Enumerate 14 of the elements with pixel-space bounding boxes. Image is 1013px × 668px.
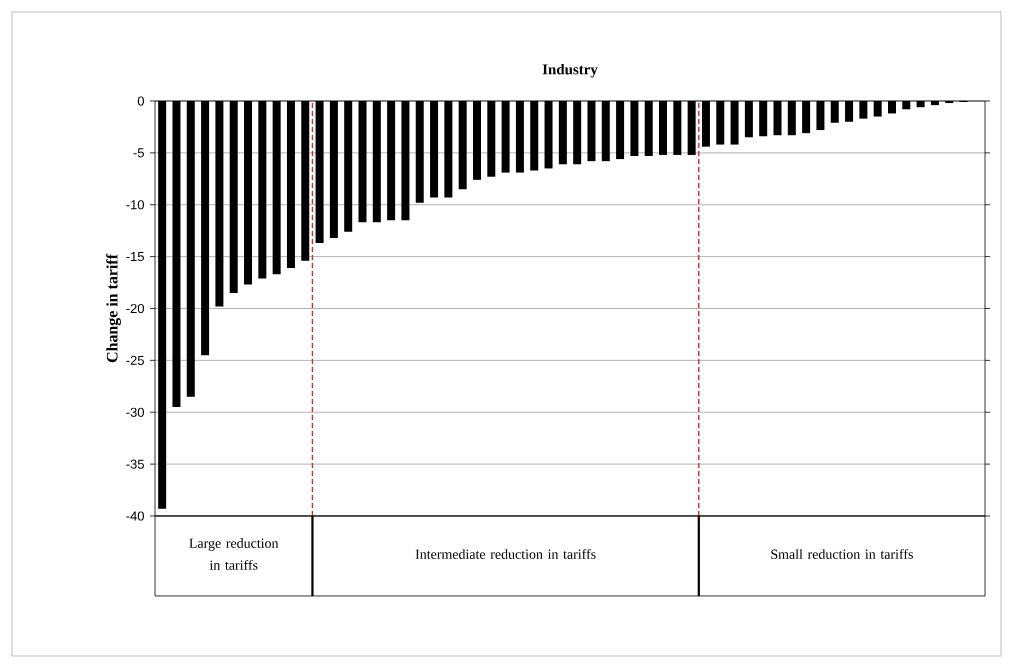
text: Small reduction in tariffs xyxy=(771,549,913,559)
y-tick-label: -20 xyxy=(126,303,144,314)
y-tick-label: -10 xyxy=(126,200,144,210)
y-tick-label: -35 xyxy=(126,459,144,469)
y-tick-label: -5 xyxy=(133,148,144,158)
y-axis-title: Change in tariff xyxy=(106,253,121,363)
y-tick-label: -25 xyxy=(126,355,144,365)
y-tick-label: 0 xyxy=(137,96,144,106)
y-tick-label: -30 xyxy=(126,407,144,417)
chart-title: Industry xyxy=(542,63,598,78)
text: Large reduction in tariffs xyxy=(189,538,279,570)
text: Intermediate reduction in tariffs xyxy=(415,549,596,559)
y-tick-label: -40 xyxy=(126,511,144,521)
y-tick-label: -15 xyxy=(126,252,144,262)
